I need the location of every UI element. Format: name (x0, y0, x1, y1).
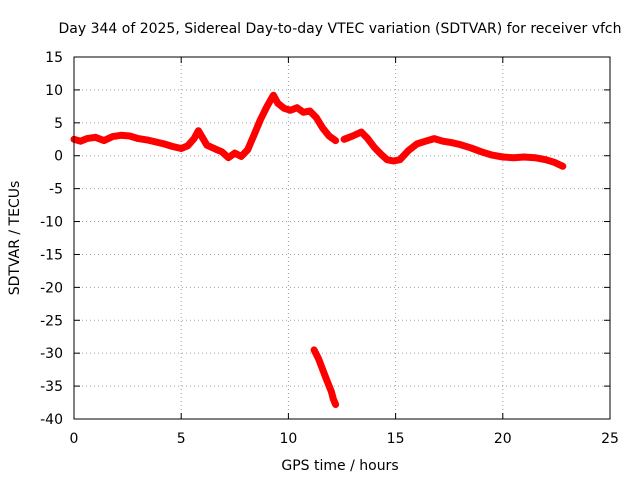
x-axis-label: GPS time / hours (281, 458, 398, 474)
y-tick-label: -35 (40, 379, 63, 395)
series-layer (70, 91, 567, 408)
y-tick-label: -25 (40, 313, 63, 329)
x-tick-label: 5 (177, 431, 186, 447)
y-tick-label: -40 (40, 412, 63, 428)
y-tick-label: 15 (45, 50, 63, 66)
x-tick-label: 25 (601, 431, 619, 447)
series-afternoon-trace (340, 128, 567, 170)
chart-title: Day 344 of 2025, Sidereal Day-to-day VTE… (58, 21, 621, 37)
x-tick-label: 15 (387, 431, 405, 447)
series-main-trace (70, 91, 340, 162)
y-tick-label: -10 (40, 215, 63, 231)
y-tick-label: -15 (40, 247, 63, 263)
grid-lines (74, 57, 610, 419)
y-tick-label: 0 (54, 149, 63, 165)
x-tick-label: 0 (70, 431, 79, 447)
y-tick-label: -5 (49, 182, 63, 198)
y-axis-label: SDTVAR / TECUs (7, 181, 23, 296)
series-outlier-trace (310, 346, 340, 408)
y-tick-label: 5 (54, 116, 63, 132)
y-tick-label: -20 (40, 280, 63, 296)
axis-ticks (73, 56, 611, 420)
y-tick-labels: 15 10 5 0 -5 -10 -15 -20 -25 -30 -35 -40 (40, 50, 63, 428)
x-tick-labels: 0 5 10 15 20 25 (70, 431, 619, 447)
x-tick-label: 20 (494, 431, 512, 447)
y-tick-label: 10 (45, 83, 63, 99)
y-tick-label: -30 (40, 346, 63, 362)
x-tick-label: 10 (279, 431, 297, 447)
plot-frame (73, 56, 611, 420)
